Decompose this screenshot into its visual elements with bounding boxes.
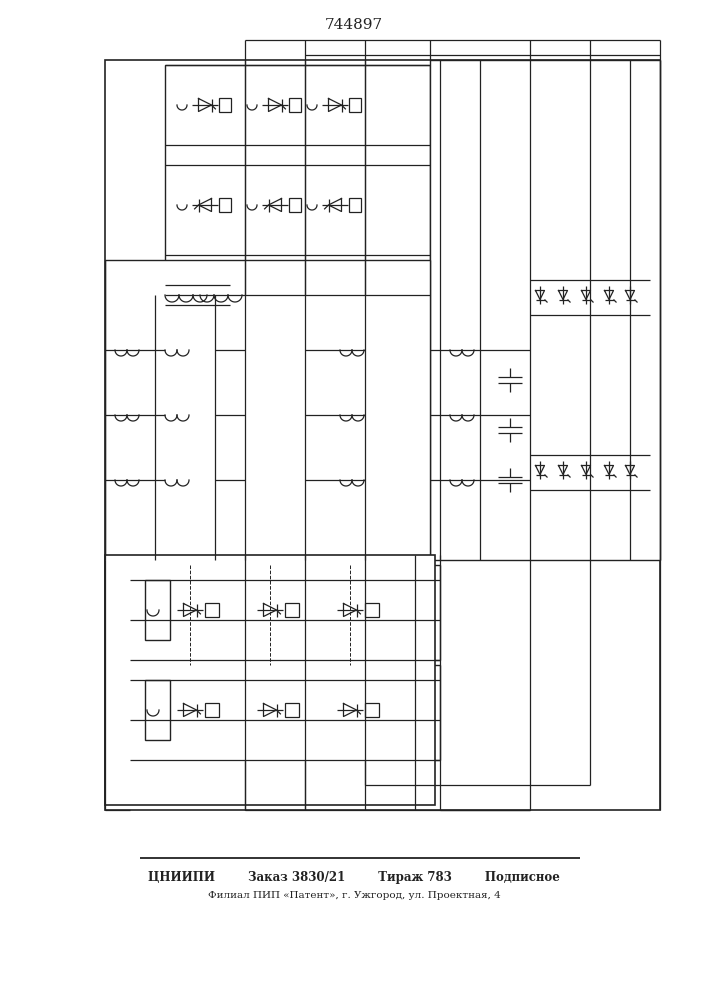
Bar bbox=[205, 603, 219, 617]
Bar bbox=[285, 703, 299, 717]
Bar bbox=[105, 60, 660, 810]
Bar bbox=[105, 555, 435, 805]
Bar bbox=[130, 565, 440, 660]
Bar bbox=[145, 680, 170, 740]
Bar bbox=[165, 65, 430, 295]
Bar bbox=[430, 60, 660, 560]
Bar bbox=[130, 665, 440, 760]
Bar bbox=[285, 603, 299, 617]
Bar bbox=[219, 198, 231, 212]
Bar bbox=[289, 198, 301, 212]
Bar bbox=[145, 580, 170, 640]
Bar bbox=[205, 703, 219, 717]
Bar bbox=[105, 260, 430, 560]
Text: Филиал ПИП «Патент», г. Ужгород, ул. Проектная, 4: Филиал ПИП «Патент», г. Ужгород, ул. Про… bbox=[208, 892, 501, 900]
Text: ЦНИИПИ        Заказ 3830/21        Тираж 783        Подписное: ЦНИИПИ Заказ 3830/21 Тираж 783 Подписное bbox=[148, 871, 560, 884]
Bar bbox=[365, 703, 379, 717]
Bar bbox=[289, 98, 301, 112]
Bar bbox=[349, 198, 361, 212]
Text: 744897: 744897 bbox=[325, 18, 383, 32]
Bar bbox=[349, 98, 361, 112]
Bar bbox=[365, 603, 379, 617]
Bar bbox=[219, 98, 231, 112]
